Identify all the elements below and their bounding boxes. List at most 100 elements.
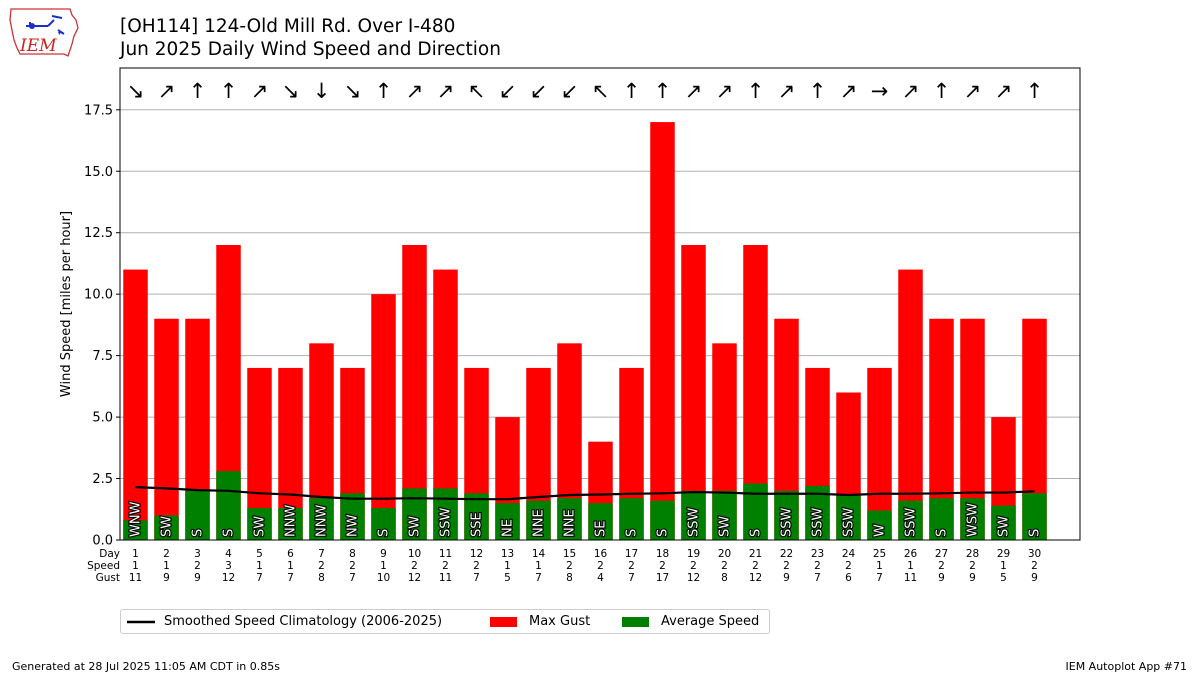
direction-label: WSW <box>966 503 981 537</box>
speed-label: 2 <box>411 560 418 572</box>
footer-app: IEM Autoplot App #71 <box>1065 660 1188 673</box>
y-tick-label: 2.5 <box>92 472 113 487</box>
wind-direction-arrow: ↗ <box>406 79 424 103</box>
gust-label: 10 <box>377 572 390 584</box>
table-row-label: Speed <box>87 560 120 572</box>
avg-speed-bar <box>929 498 954 540</box>
direction-label: W <box>873 524 888 537</box>
gust-label: 11 <box>439 572 452 584</box>
speed-label: 2 <box>721 560 728 572</box>
gust-bar <box>123 269 148 540</box>
speed-label: 2 <box>194 560 201 572</box>
legend-climatology-label: Smoothed Speed Climatology (2006-2025) <box>164 614 443 629</box>
day-label: 5 <box>256 548 263 560</box>
wind-direction-arrow: ↙ <box>499 79 517 103</box>
avg-speed-bar <box>960 498 985 540</box>
avg-speed-bar <box>774 490 799 540</box>
day-label: 26 <box>904 548 918 560</box>
direction-label: S <box>656 529 671 537</box>
avg-speed-bar <box>712 490 737 540</box>
y-tick-label: 12.5 <box>84 226 113 241</box>
chart-title: [OH114] 124-Old Mill Rd. Over I-480 <box>120 16 456 37</box>
avg-speed-bar <box>836 495 861 540</box>
wind-direction-arrow: ↑ <box>1026 79 1044 103</box>
gust-label: 7 <box>628 572 635 584</box>
avg-speed-bar <box>495 503 520 540</box>
gust-label: 5 <box>1000 572 1007 584</box>
day-label: 28 <box>966 548 979 560</box>
gust-label: 7 <box>876 572 883 584</box>
speed-label: 2 <box>659 560 666 572</box>
wind-direction-arrow: ↑ <box>375 79 393 103</box>
y-tick-label: 5.0 <box>92 411 113 426</box>
direction-label: S <box>222 529 237 537</box>
avg-speed-bar <box>991 505 1016 540</box>
climatology-line <box>135 486 1035 501</box>
wind-direction-arrow: ↙ <box>530 79 548 103</box>
day-label: 2 <box>163 548 170 560</box>
direction-label: SW <box>997 516 1012 537</box>
direction-label: NW <box>346 514 361 537</box>
speed-label: 2 <box>318 560 325 572</box>
wind-direction-arrow: ↗ <box>778 79 796 103</box>
day-label: 14 <box>532 548 546 560</box>
direction-label: SW <box>718 516 733 537</box>
plot-frame <box>119 67 1081 541</box>
direction-label: NNW <box>284 505 299 537</box>
direction-label: S <box>935 529 950 537</box>
day-label: 23 <box>811 548 824 560</box>
gust-label: 7 <box>256 572 263 584</box>
day-label: 18 <box>656 548 669 560</box>
wind-direction-arrow: ↗ <box>158 79 176 103</box>
speed-label: 2 <box>1031 560 1038 572</box>
gust-bar <box>371 294 396 540</box>
day-label: 29 <box>997 548 1010 560</box>
legend-max-gust-label: Max Gust <box>529 614 591 629</box>
wind-direction-arrow: ↓ <box>313 79 331 103</box>
avg-speed-bar <box>185 490 210 540</box>
direction-label: NNW <box>315 505 330 537</box>
wind-direction-arrow: ↗ <box>437 79 455 103</box>
y-tick-label: 0.0 <box>92 534 113 549</box>
wind-direction-arrow: ↑ <box>654 79 672 103</box>
gust-label: 9 <box>1031 572 1038 584</box>
gust-label: 12 <box>687 572 700 584</box>
day-label: 16 <box>594 548 608 560</box>
wind-direction-arrow: ↘ <box>127 79 145 103</box>
wind-direction-arrow: ↗ <box>964 79 982 103</box>
wind-direction-arrow: ↖ <box>468 79 486 103</box>
gust-label: 9 <box>969 572 976 584</box>
logo-text: IEM <box>19 36 57 56</box>
gust-bar <box>898 269 923 540</box>
y-tick-label: 10.0 <box>84 288 113 303</box>
speed-label: 2 <box>938 560 945 572</box>
wind-direction-arrow: ↑ <box>189 79 207 103</box>
legend-climatology-swatch <box>127 620 155 624</box>
speed-label: 2 <box>442 560 449 572</box>
direction-label: SE <box>594 521 609 537</box>
day-label: 1 <box>132 548 139 560</box>
speed-label: 1 <box>163 560 170 572</box>
day-label: 9 <box>380 548 387 560</box>
avg-speed-bar <box>340 493 365 540</box>
avg-speed-bar <box>526 500 551 540</box>
gust-label: 17 <box>656 572 669 584</box>
direction-label: SSW <box>687 507 702 537</box>
day-label: 8 <box>349 548 356 560</box>
gust-label: 5 <box>504 572 511 584</box>
day-label: 11 <box>439 548 452 560</box>
wind-direction-arrow: ↙ <box>561 79 579 103</box>
legend-average-speed-swatch <box>622 617 649 627</box>
speed-label: 1 <box>1000 560 1007 572</box>
avg-speed-bar <box>898 500 923 540</box>
direction-label: SSW <box>780 507 795 537</box>
avg-speed-bar <box>154 515 179 540</box>
wind-direction-arrow: ↑ <box>933 79 951 103</box>
day-label: 22 <box>780 548 793 560</box>
avg-speed-bar <box>1022 493 1047 540</box>
gust-label: 11 <box>129 572 142 584</box>
day-label: 24 <box>842 548 856 560</box>
speed-label: 2 <box>349 560 356 572</box>
wind-direction-arrow: ↗ <box>251 79 269 103</box>
wind-direction-arrow: ↘ <box>282 79 300 103</box>
